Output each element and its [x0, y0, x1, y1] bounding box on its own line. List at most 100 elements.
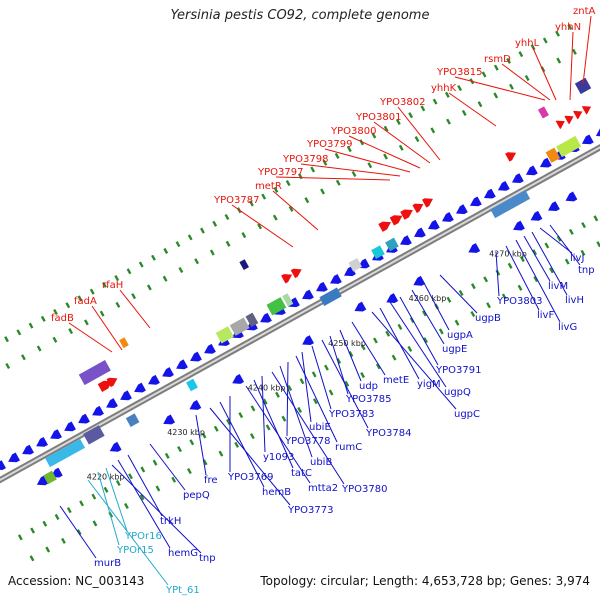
kbp-tick-label: 4260 kbp: [409, 294, 447, 303]
gene-marker-dot: [457, 85, 463, 92]
leader-line: [454, 76, 546, 101]
leader-line: [348, 135, 421, 169]
gene-label: YPt_61: [165, 585, 200, 596]
gene-label: yigM: [417, 379, 441, 390]
forward-gene-arrow: [505, 152, 517, 162]
gene-marker-dot: [200, 227, 205, 234]
gene-marker-dot: [83, 319, 89, 326]
gene-marker-dot: [564, 258, 570, 265]
reverse-gene-block: [266, 297, 287, 316]
gene-marker-dot: [596, 241, 600, 248]
gene-marker-dot: [593, 215, 599, 222]
gene-marker-dot: [275, 391, 280, 398]
gene-marker-dot: [79, 500, 84, 507]
leader-line: [286, 361, 289, 437]
gene-marker-dot: [249, 200, 254, 207]
gene-marker-dot: [262, 398, 268, 405]
forward-gene-arrow: [389, 215, 403, 226]
gene-marker-dot: [17, 534, 23, 541]
reverse-gene-arrow: [497, 180, 510, 191]
gene-marker-dot: [171, 476, 177, 483]
gene-marker-dot: [360, 372, 365, 379]
gene-marker-dot: [568, 228, 574, 235]
gene-marker-dot: [102, 281, 107, 288]
gene-marker-dot: [567, 23, 573, 30]
leader-line: [411, 289, 445, 345]
forward-gene-arrow: [555, 120, 565, 129]
gene-label: rfaH: [102, 280, 123, 291]
leader-line: [127, 454, 163, 517]
forward-gene-block: [119, 337, 129, 349]
map-title: Yersinia pestis CO92, complete genome: [170, 8, 430, 23]
gene-marker-dot: [225, 240, 231, 247]
leader-line: [219, 401, 265, 488]
leader-line: [195, 414, 207, 476]
reverse-gene-block: [215, 326, 234, 344]
gene-marker-dot: [175, 241, 181, 248]
gene-marker-dot: [76, 529, 82, 536]
reverse-gene-arrow: [163, 414, 176, 425]
gene-marker-dot: [580, 249, 586, 256]
reverse-gene-arrow: [109, 441, 122, 452]
gene-marker-dot: [493, 64, 499, 71]
leader-line: [231, 204, 294, 248]
gene-marker-dot: [4, 336, 9, 343]
gene-marker-dot: [163, 247, 169, 254]
gene-marker-dot: [36, 345, 42, 352]
gene-marker-dot: [54, 513, 60, 520]
gene-marker-dot: [395, 118, 401, 126]
gene-marker-dot: [483, 276, 489, 283]
gene-marker-dot: [507, 262, 513, 269]
gene-marker-dot: [194, 258, 200, 265]
leader-line: [549, 224, 581, 266]
gene-features[interactable]: [0, 77, 600, 489]
gene-label: fadA: [74, 296, 97, 307]
gene-marker-dot: [238, 412, 244, 419]
reverse-gene-arrow: [64, 421, 76, 432]
leader-line: [87, 479, 169, 586]
reverse-gene-arrow: [204, 343, 216, 354]
reverse-gene-block: [385, 237, 399, 252]
forward-gene-block: [537, 106, 549, 119]
gene-marker-dot: [530, 44, 536, 51]
gene-label: YPO3787: [213, 195, 259, 206]
gene-label: YPOr15: [116, 545, 154, 556]
leader-line: [111, 464, 202, 554]
gene-marker-dot: [556, 57, 562, 64]
gene-marker-dot: [16, 329, 22, 336]
reverse-gene-arrow: [316, 281, 328, 292]
gene-marker-dot: [486, 302, 491, 309]
gene-marker-dot: [334, 152, 340, 159]
gene-marker-dot: [77, 295, 83, 302]
gene-marker-dot: [257, 223, 262, 230]
reverse-gene-arrow: [525, 165, 538, 176]
gene-marker-dot: [517, 284, 523, 291]
gene-label: YPO3802: [379, 97, 425, 108]
gene-marker-dot: [151, 254, 156, 261]
gene-marker-dot: [532, 249, 538, 256]
leader-line: [351, 321, 386, 376]
kbp-tick-label: 4270 kbp: [489, 250, 527, 259]
gene-marker-dot: [328, 389, 334, 396]
leader-line: [371, 311, 457, 410]
gene-marker-dot: [140, 466, 146, 473]
leader-line: [261, 375, 266, 453]
gene-marker-dot: [297, 406, 303, 413]
leader-line: [295, 355, 338, 443]
gene-label: fadB: [51, 313, 74, 324]
reverse-gene-block: [245, 312, 259, 327]
gene-marker-dot: [131, 293, 137, 300]
reverse-gene-arrow: [595, 126, 600, 137]
leader-line: [245, 385, 311, 484]
reverse-gene-arrow: [513, 220, 525, 231]
reverse-gene-arrow: [162, 367, 174, 377]
gene-marker-dot: [572, 48, 577, 55]
gene-marker-dot: [312, 398, 318, 405]
leader-line: [59, 505, 97, 559]
forward-gene-arrow: [412, 203, 424, 213]
reverse-gene-arrow: [386, 293, 399, 303]
leader-line: [399, 296, 439, 366]
gene-marker-dot: [68, 328, 74, 335]
gene-marker-dot: [288, 205, 294, 212]
gene-label: rumC: [335, 442, 362, 453]
